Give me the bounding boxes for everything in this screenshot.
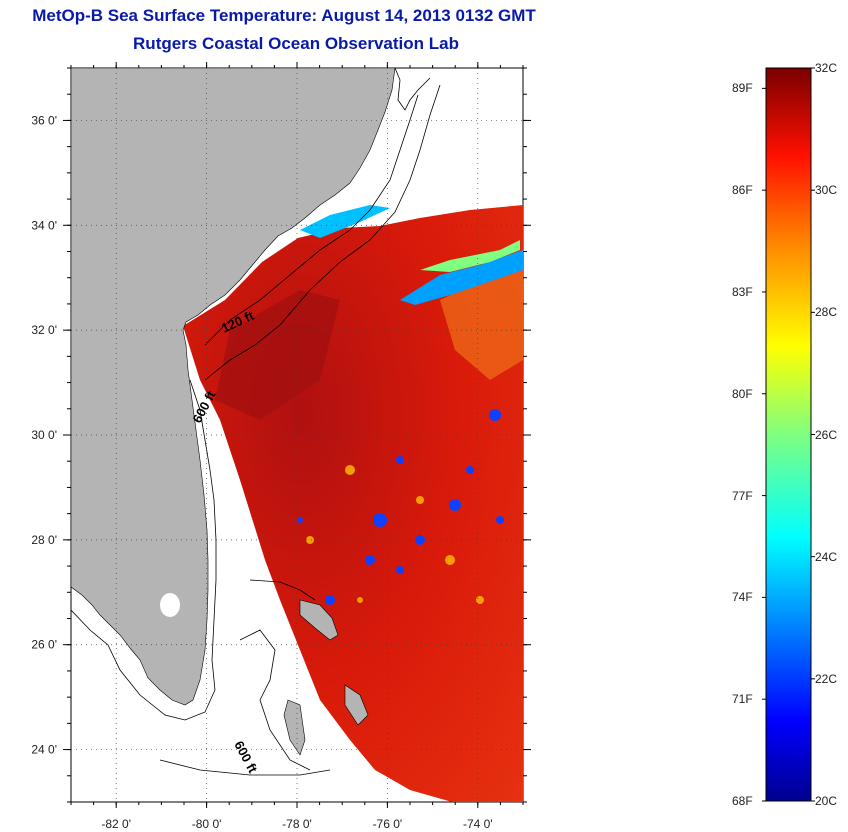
colorbar-fahrenheit-label: 80F: [732, 386, 753, 401]
land-bahamas-1: [299, 599, 339, 641]
y-tick-label: 26 0': [31, 638, 57, 652]
y-tick-label: 28 0': [31, 533, 57, 547]
isobath-600ft: [204, 84, 441, 381]
land-us-florida: [71, 68, 396, 706]
colorbar-celsius-label: 32C: [815, 61, 838, 75]
x-tick-label: -82 0': [101, 817, 131, 831]
sst-cool-band-2: [420, 240, 520, 272]
colorbar-ticks: [762, 67, 815, 802]
isobath-contour-north: [394, 68, 431, 111]
x-tick-label: -74 0': [463, 817, 493, 831]
cloud-spots: [297, 409, 504, 605]
colorbar-celsius-label: 30C: [815, 183, 838, 198]
isobath-contour-bahamas-2: [249, 579, 316, 601]
x-tick-label: -78 0': [282, 817, 312, 831]
isobath-contour-west: [71, 609, 216, 721]
x-tick-label: -76 0': [373, 817, 403, 831]
sst-cool-band-3: [300, 205, 390, 238]
colorbar-celsius-label: 24C: [815, 549, 838, 564]
isobath-contour-keys: [159, 759, 331, 776]
sst-patch-dark: [215, 290, 340, 420]
map-grid: [71, 68, 523, 802]
colorbar-fahrenheit-label: 83F: [732, 284, 753, 299]
colorbar-celsius-label: 28C: [815, 305, 838, 320]
map-title: MetOp-B Sea Surface Temperature: August …: [32, 6, 536, 25]
warm-spots: [306, 465, 484, 604]
y-tick-label: 36 0': [31, 113, 57, 127]
y-tick-label: 24 0': [31, 743, 57, 757]
colorbar-fahrenheit-label: 77F: [732, 488, 753, 503]
land-bahamas-3: [344, 684, 369, 726]
colorbar-fahrenheit-label: 86F: [732, 183, 753, 198]
colorbar: [765, 67, 812, 802]
colorbar-celsius-label: 26C: [815, 427, 838, 442]
y-tick-label: 32 0': [31, 323, 57, 337]
colorbar-celsius-label: 20C: [815, 794, 838, 808]
y-tick-label: 34 0': [31, 218, 57, 232]
colorbar-fahrenheit-label: 89F: [732, 81, 753, 96]
y-tick-label: 30 0': [31, 428, 57, 442]
x-tick-label: -80 0': [192, 817, 222, 831]
isobath-contour-bahamas: [239, 629, 311, 771]
colorbar-fahrenheit-label: 74F: [732, 590, 753, 605]
sst-cool-band: [400, 250, 523, 305]
colorbar-fahrenheit-label: 71F: [732, 692, 753, 707]
colorbar-fahrenheit-label: 68F: [732, 794, 753, 808]
land-bahamas-2: [283, 699, 306, 756]
isobath-120ft: [204, 94, 419, 346]
isobath-contour-east: [189, 379, 217, 691]
map-axes: -82 0' -80 0' -78 0' -76 0' -74 0' 24 0' 26 0'…: [31, 62, 531, 831]
lake-okeechobee: [160, 593, 180, 617]
colorbar-celsius-label: 22C: [815, 671, 838, 686]
map-subtitle: Rutgers Coastal Ocean Observation Lab: [133, 34, 459, 53]
